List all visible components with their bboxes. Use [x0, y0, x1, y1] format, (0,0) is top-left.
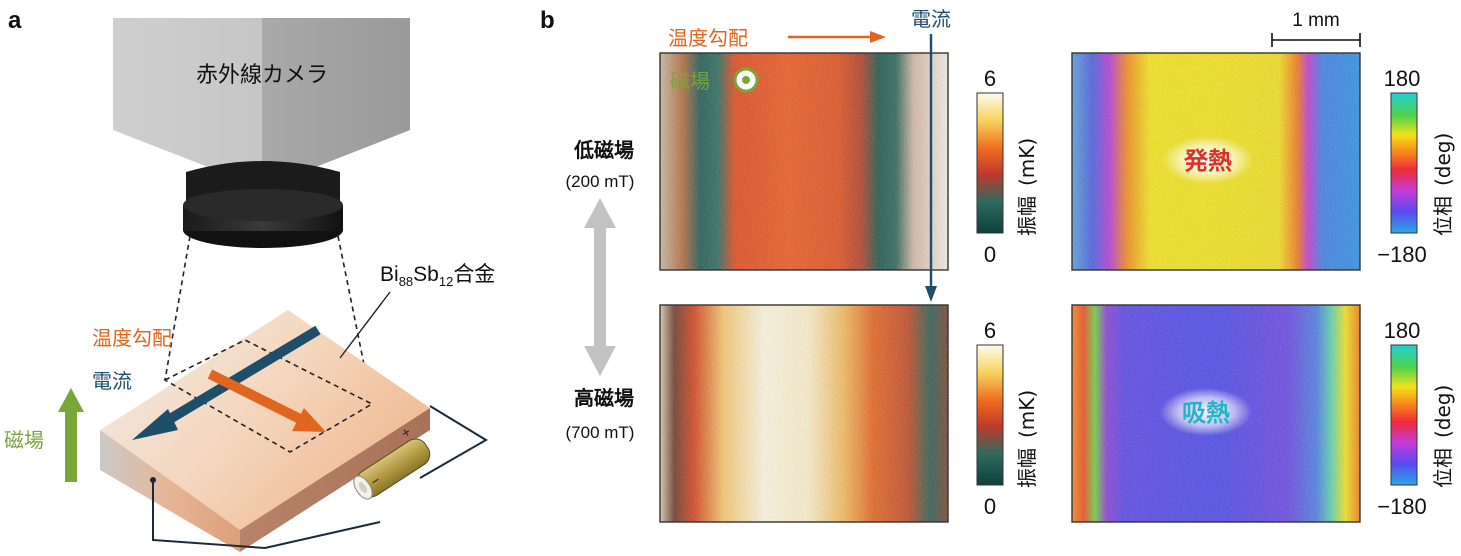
camera-body-right — [262, 18, 410, 188]
current-arrow-b-head — [925, 286, 937, 302]
low-field-label: 低磁場 — [573, 138, 634, 162]
temp-gradient-label-a: 温度勾配 — [92, 326, 172, 350]
sample-block — [100, 310, 430, 552]
phase-cb-top-title: 位相 — [1431, 196, 1455, 236]
current-arrow-head — [132, 409, 178, 440]
field-label-a: 磁場 — [4, 428, 44, 452]
amplitude-colorbar-top: 6 0 振幅 (mK) — [976, 66, 1039, 267]
phase-cb-bottom-max: 180 — [1384, 318, 1421, 343]
phase-colorbar-bottom: 180 −180 位相 (deg) — [1377, 318, 1455, 519]
circuit-wire — [152, 405, 488, 550]
phase-cb-top-unit: (deg) — [1431, 133, 1455, 186]
amplitude-colorbar-bottom: 6 0 振幅 (mK) — [976, 318, 1039, 519]
amp-cb-top-title: 振幅 — [1015, 196, 1039, 236]
map-amplitude-high-field — [659, 304, 949, 523]
heat-absorb-glow — [1160, 388, 1252, 436]
panel-b-letter: b — [540, 7, 555, 34]
amp-cb-top-max: 6 — [984, 66, 996, 91]
battery: + − — [353, 423, 431, 500]
high-field-value: (700 mT) — [566, 423, 635, 442]
amp-cb-bottom-unit: (mK) — [1015, 390, 1039, 438]
map-phase-high-field — [1071, 304, 1361, 523]
amp-cb-top-unit: (mK) — [1015, 138, 1039, 186]
current-label-b: 電流 — [911, 7, 951, 31]
low-field-value: (200 mT) — [566, 172, 635, 191]
temp-gradient-arrow-b-head — [870, 31, 886, 43]
sample-label: Bi88Sb12合金 — [380, 262, 495, 289]
phase-cb-bottom-title: 位相 — [1431, 448, 1455, 488]
svg-text:振幅(mK): 振幅 (mK) — [1015, 390, 1039, 488]
amp-cb-bottom-min: 0 — [984, 494, 996, 519]
amp-cb-bottom-title: 振幅 — [1015, 448, 1039, 488]
scale-bar — [1271, 33, 1361, 47]
phase-cb-top-max: 180 — [1384, 66, 1421, 91]
map-amplitude-low-field — [659, 52, 949, 271]
field-change-double-arrow — [584, 198, 616, 376]
temp-arrow-head — [292, 408, 326, 432]
current-arrow-shaft — [157, 325, 321, 430]
sample-front — [100, 430, 240, 552]
amp-cb-bottom-max: 6 — [984, 318, 996, 343]
field-out-of-plane-icon — [733, 67, 759, 93]
panel-a: a 赤外線カメラ — [4, 7, 495, 552]
temp-gradient-label-b: 温度勾配 — [668, 26, 748, 50]
camera-lens-top — [183, 189, 343, 221]
high-field-label: 高磁場 — [574, 386, 634, 410]
fov-lines — [164, 235, 373, 405]
camera-label: 赤外線カメラ — [196, 63, 328, 88]
svg-text:振幅(mK): 振幅 (mK) — [1015, 138, 1039, 236]
field-arrow-head — [58, 388, 84, 412]
sample-side — [240, 408, 430, 552]
sample-pointer-line — [339, 291, 391, 359]
wire-contact-left — [150, 477, 156, 483]
panel-a-letter: a — [8, 7, 22, 34]
heat-release-glow — [1162, 136, 1254, 184]
amp-cb-top-min: 0 — [984, 242, 996, 267]
phase-cb-bottom-min: −180 — [1377, 494, 1427, 519]
current-arrow-a — [132, 325, 321, 440]
field-label-b: 磁場 — [670, 69, 710, 93]
sample-top — [100, 310, 430, 530]
heat-release-label: 発熱 — [1183, 147, 1232, 175]
scale-bar-label: 1 mm — [1292, 10, 1340, 31]
temp-arrow-shaft — [207, 369, 305, 425]
panel-b: b 温度勾配 電流 1 mm 磁場 — [540, 7, 1455, 523]
phase-cb-bottom-unit: (deg) — [1431, 385, 1455, 438]
field-arrow-shaft — [65, 408, 77, 482]
temp-gradient-arrow-a — [207, 369, 326, 432]
field-arrow-a — [58, 388, 84, 482]
svg-text:位相(deg): 位相 (deg) — [1431, 385, 1455, 488]
infrared-camera: 赤外線カメラ — [113, 18, 410, 248]
svg-text:位相(deg): 位相 (deg) — [1431, 133, 1455, 236]
heat-absorb-label: 吸熱 — [1182, 399, 1230, 427]
phase-colorbar-top: 180 −180 位相 (deg) — [1377, 66, 1455, 267]
phase-cb-top-min: −180 — [1377, 242, 1427, 267]
current-label-a: 電流 — [92, 369, 132, 393]
